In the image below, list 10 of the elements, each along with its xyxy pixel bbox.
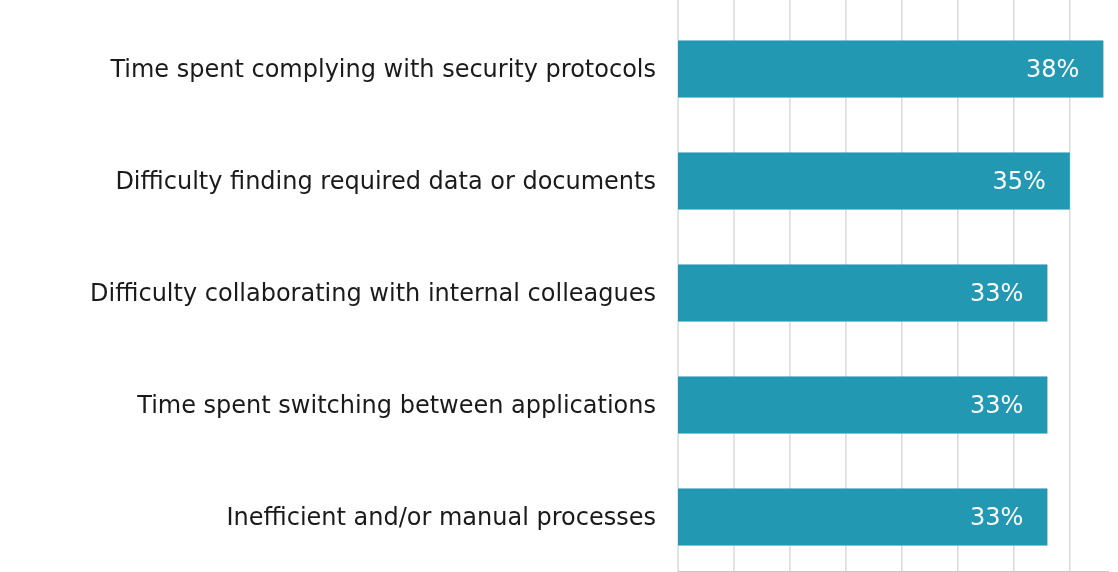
data-label: 35% bbox=[992, 167, 1046, 196]
y-tick-label: Difficulty collaborating with internal colleagues bbox=[90, 279, 656, 308]
data-label: 38% bbox=[1026, 55, 1080, 84]
data-label: 33% bbox=[970, 279, 1024, 308]
y-tick-label: Difficulty finding required data or documents bbox=[115, 167, 656, 196]
data-label: 33% bbox=[970, 503, 1024, 532]
data-label: 33% bbox=[970, 391, 1024, 420]
y-tick-label: Inefficient and/or manual processes bbox=[226, 503, 656, 532]
y-tick-label: Time spent switching between applications bbox=[136, 391, 656, 420]
y-tick-label: Time spent complying with security protocols bbox=[109, 55, 656, 84]
